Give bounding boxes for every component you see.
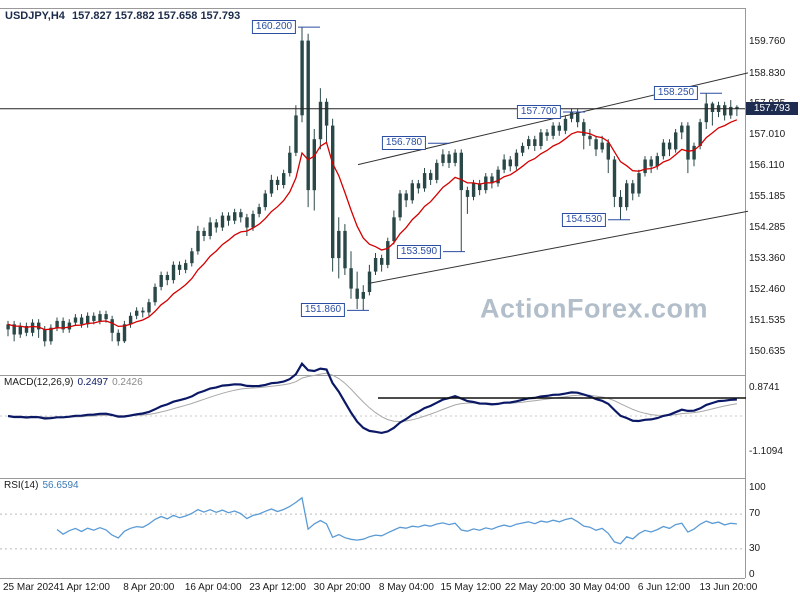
quote-ohlc: 157.827 157.882 157.658 157.793: [71, 10, 241, 22]
price-axis-label: 152.460: [749, 283, 786, 295]
price-level-badge: 151.860: [300, 303, 346, 318]
rsi-header: RSI(14) 56.6594: [4, 480, 79, 491]
time-axis-label: 8 May 04:00: [378, 582, 434, 593]
macd-value-main: 0.2497: [77, 377, 109, 388]
time-axis-label: 13 Jun 20:00: [699, 582, 758, 593]
price-axis-label: 155.185: [749, 191, 786, 203]
price-axis-label: 150.635: [749, 345, 786, 357]
time-axis-label: 6 Jun 12:00: [637, 582, 691, 593]
price-level-badge: 153.590: [396, 244, 442, 259]
price-axis-label: 154.285: [749, 221, 786, 233]
macd-label: MACD(12,26,9): [4, 377, 74, 388]
time-axis-label: 22 May 20:00: [504, 582, 566, 593]
time-axis-label: 23 Apr 12:00: [249, 582, 306, 593]
rsi-label: RSI(14): [4, 480, 39, 491]
macd-axis-label: -1.1094: [749, 445, 783, 457]
time-axis-label: 30 Apr 20:00: [313, 582, 371, 593]
time-axis-label: 16 Apr 04:00: [184, 582, 242, 593]
time-axis-label: 30 May 04:00: [569, 582, 630, 593]
symbol-title: USDJPY,H4 157.827 157.882 157.658 157.79…: [5, 10, 244, 22]
price-axis-label: 157.935: [749, 97, 786, 109]
rsi-value: 56.6594: [42, 480, 79, 491]
macd-header: MACD(12,26,9) 0.2497 0.2426: [4, 377, 143, 388]
price-axis-label: 158.830: [749, 67, 786, 79]
rsi-axis-label: 30: [749, 542, 761, 554]
macd-axis-label: 0.8741: [749, 381, 780, 393]
macd-value-signal: 0.2426: [112, 377, 143, 388]
price-level-badge: 158.250: [653, 86, 699, 101]
price-axis-label: 159.760: [749, 36, 786, 47]
time-axis-label: 8 Apr 20:00: [123, 582, 175, 593]
price-axis-label: 153.360: [749, 253, 786, 265]
price-level-badge: 157.700: [516, 104, 562, 119]
price-level-badge: 160.200: [251, 20, 297, 35]
symbol-label: USDJPY,H4: [5, 10, 65, 22]
rsi-axis-label: 70: [749, 508, 761, 520]
price-axis-label: 151.535: [749, 315, 786, 327]
price-level-badge: 156.780: [381, 136, 427, 151]
price-level-badge: 154.530: [561, 212, 607, 227]
time-axis-label: 25 Mar 2024: [3, 582, 60, 593]
time-axis-label: 15 May 12:00: [440, 582, 502, 593]
time-axis-label: 1 Apr 12:00: [58, 582, 110, 593]
price-axis-label: 156.110: [749, 159, 785, 171]
watermark: ActionForex.com: [479, 293, 709, 324]
rsi-axis-label: 0: [749, 569, 755, 580]
current-price-badge: 157.793: [746, 101, 798, 115]
rsi-axis-label: 100: [749, 482, 766, 493]
price-axis-label: 157.010: [749, 129, 786, 141]
